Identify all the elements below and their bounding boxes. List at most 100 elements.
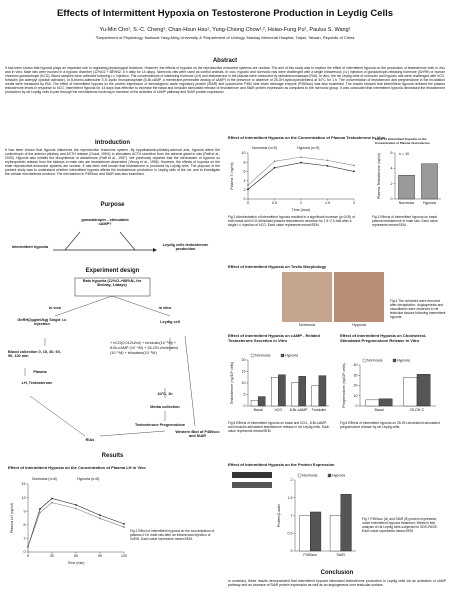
- legend-label: Hypoxia: [332, 474, 345, 478]
- bar: [340, 494, 352, 552]
- y-tick-label: 2: [244, 188, 246, 192]
- y-tick-label: 4: [244, 179, 246, 183]
- bar: [278, 374, 286, 407]
- bar: [291, 382, 299, 407]
- data-point: [326, 159, 329, 162]
- x-tick-label: Forskolin: [312, 408, 327, 412]
- design-step: GnRH(2µg/ml/kg) Single i.v. injection: [17, 318, 67, 326]
- bar: [378, 398, 393, 407]
- authors: Yu-Min Cho¹, S.-C. Cheng¹, Chan-Hsun Hsu…: [99, 27, 351, 33]
- design-step: LH, Testosterone: [21, 381, 53, 385]
- legend-swatch: [280, 353, 285, 358]
- y-axis-label: Plasma T (ng/ml): [230, 162, 234, 189]
- design-step: + hCG(0.012U/ml) + forskolin(10⁻⁵M) + 8-…: [110, 341, 179, 355]
- photo-label: Hypoxia: [352, 323, 366, 327]
- bar: [299, 515, 311, 552]
- y-tick-label: 8: [244, 160, 246, 164]
- y-tick-label: 3: [24, 537, 26, 541]
- figure-title: Effect of Intermittent Hypoxia on the Pr…: [228, 462, 335, 467]
- bar: [311, 385, 320, 407]
- legend-label: Hypoxia (n=9): [297, 146, 319, 150]
- y-tick-label: 0: [291, 549, 293, 553]
- bar: [271, 377, 279, 407]
- data-point: [99, 517, 101, 520]
- y-tick-label: 15: [22, 482, 26, 486]
- bar: [365, 399, 380, 407]
- y-axis-label: Testosterone (ng/10⁵ cells): [230, 362, 234, 405]
- design-step: Leydig cell: [160, 320, 180, 324]
- data-point: [300, 161, 302, 164]
- x-tick-label: Basal: [375, 408, 384, 412]
- figure-caption: Fig.4 The rat testes were removed after …: [390, 299, 446, 319]
- data-point: [273, 166, 276, 169]
- data-point: [247, 188, 249, 191]
- data-point: [353, 170, 355, 173]
- y-axis-label: Plasma Testosterone (ng/ml): [377, 153, 381, 199]
- figure-chart: 0 3 6 9 12 15 Plasma LH (ng/ml) 0 30 60 90 120 Time …: [10, 477, 127, 565]
- western-blot: [232, 482, 272, 488]
- data-point: [123, 522, 125, 525]
- y-tick-label: 10: [242, 151, 246, 155]
- design-step: RIAs: [85, 438, 95, 442]
- design-step: 34°C, 1h: [157, 392, 173, 396]
- western-blot: [232, 472, 272, 478]
- x-tick-label: StAR: [337, 553, 346, 557]
- y-tick-label: 6: [391, 151, 393, 155]
- legend-swatch: [327, 473, 332, 478]
- testis-photo: [282, 272, 332, 322]
- x-tick-label: 0.5: [272, 201, 277, 205]
- figure-title: Effect of Intermittent Hypoxia on Testis…: [228, 264, 327, 269]
- bar: [416, 374, 431, 407]
- affiliations: ¹Department of Physiology, National Yang…: [95, 35, 355, 40]
- figure-caption: Fig.5 Effects of intermittent hypoxia on…: [228, 421, 330, 433]
- data-point: [99, 514, 101, 517]
- y-tick-label: 0: [244, 197, 246, 201]
- x-tick-label: Basal: [254, 408, 263, 412]
- legend-swatch: [392, 358, 397, 363]
- conclusion-text: In summary, these results demonstrated t…: [228, 579, 446, 588]
- x-tick-label: 0: [247, 201, 249, 205]
- y-tick-label: 20: [354, 384, 358, 388]
- y-tick-label: 10: [354, 394, 358, 398]
- y-tick-label: 30: [354, 373, 358, 377]
- figure-caption: Fig.3 Effects of intermittent hypoxia on…: [372, 215, 438, 227]
- data-point: [27, 546, 29, 548]
- design-step: Western Blot of P450scc and StAR: [175, 430, 220, 438]
- figure-chart: 0 5 10 15 20 Testosterone (ng/10⁵ cells) Basal…: [230, 353, 329, 412]
- y-tick-label: 4: [391, 167, 393, 171]
- y-tick-label: 40: [354, 363, 358, 367]
- y-tick-label: 0: [24, 550, 26, 554]
- figure-caption: Fig.1 Effect of intermittent hypoxia on …: [130, 529, 215, 541]
- intro-text: It has been shown that hypoxia influence…: [5, 148, 220, 177]
- x-tick-label: 120: [121, 554, 127, 558]
- legend-label: Normoxia (n=8): [32, 477, 57, 481]
- x-tick-label: 60: [74, 554, 78, 558]
- legend-label: Hypoxia: [285, 354, 298, 358]
- design-step: Testosterone Pregnenolone: [135, 423, 185, 427]
- y-tick-label: 0.5: [288, 531, 293, 535]
- figure-caption: Fig.6 Effects of intermittent hypoxia on…: [340, 421, 440, 429]
- purpose-effect: Leydig cells testosterone production: [162, 243, 209, 251]
- heading: Conclusion: [320, 570, 354, 576]
- bar: [398, 175, 415, 200]
- data-line: [247, 156, 355, 186]
- figure-title: Effect of Intermittent Hypoxia on the Co…: [228, 135, 386, 140]
- x-axis-label: Time (min): [67, 561, 84, 565]
- legend-label: Normoxia: [302, 474, 317, 478]
- data-point: [326, 164, 329, 167]
- data-point: [75, 507, 77, 510]
- design-step: Plasma: [33, 370, 47, 374]
- testis-photo: [334, 272, 384, 322]
- data-point: [75, 503, 77, 506]
- heading: Introduction: [95, 140, 130, 146]
- annotation: n = 10: [399, 152, 409, 156]
- data-point: [39, 508, 41, 510]
- data-point: [353, 164, 355, 167]
- y-tick-label: 6: [24, 523, 26, 527]
- figure-title: Effect of Intermittent Hypoxia on Choles…: [340, 333, 427, 343]
- figure-title: Effect of Intermittent Hypoxia on cAMP -…: [228, 333, 320, 343]
- heading: Abstract: [212, 58, 238, 64]
- y-tick-label: 0: [391, 197, 393, 201]
- bar: [257, 396, 266, 407]
